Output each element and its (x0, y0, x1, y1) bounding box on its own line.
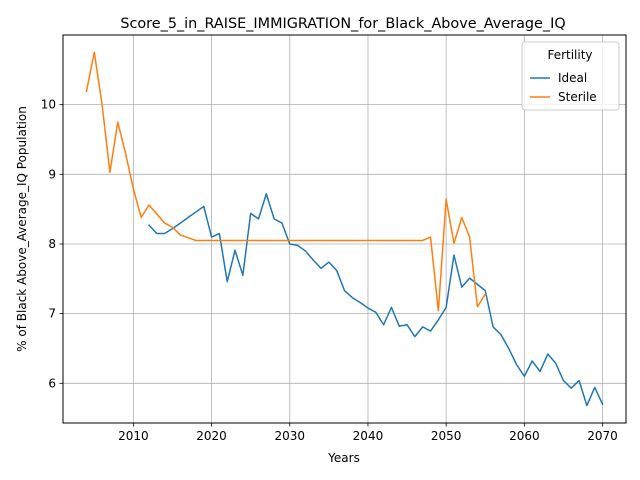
y-tick-label: 10 (41, 98, 56, 112)
x-tick-label: 2030 (274, 429, 305, 443)
x-tick-label: 2040 (353, 429, 384, 443)
series-line-ideal (147, 193, 604, 407)
legend-label-sterile: Sterile (558, 90, 597, 104)
legend: Fertility Ideal Sterile (521, 41, 620, 111)
x-tick-label: 2010 (118, 429, 149, 443)
y-tick-label: 8 (48, 237, 56, 251)
axis-ticks: 2010 2020 2030 2040 2050 2060 2070 6 7 8 9 10 (41, 98, 618, 443)
x-axis-label: Years (327, 451, 360, 465)
legend-title: Fertility (547, 48, 592, 62)
grid (63, 35, 626, 423)
legend-label-ideal: Ideal (558, 71, 587, 85)
chart-title: Score_5_in_RAISE_IMMIGRATION_for_Black_A… (120, 16, 565, 32)
plot-frame (62, 34, 627, 424)
x-tick-label: 2050 (431, 429, 462, 443)
x-tick-label: 2060 (509, 429, 540, 443)
y-tick-label: 9 (48, 167, 56, 181)
y-tick-label: 6 (48, 376, 56, 390)
series-line-sterile (85, 51, 487, 312)
x-tick-label: 2020 (196, 429, 227, 443)
y-axis-label: % of Black Above_Average_IQ Population (15, 106, 29, 352)
x-tick-label: 2070 (587, 429, 618, 443)
y-tick-label: 7 (48, 307, 56, 321)
legend-box (521, 41, 620, 111)
series-lines (85, 51, 604, 407)
